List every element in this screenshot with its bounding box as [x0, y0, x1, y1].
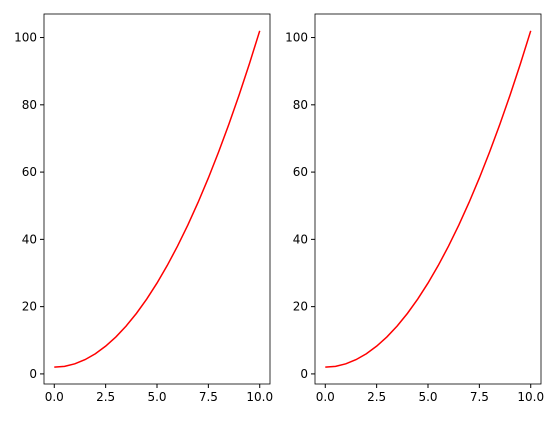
y-tick-label: 0 — [29, 367, 37, 381]
x-tick-label: 0.0 — [45, 390, 64, 404]
y-tick-label: 80 — [293, 98, 308, 112]
axes-frame — [43, 13, 271, 385]
y-tick-label: 40 — [293, 232, 308, 246]
y-tick-label: 0 — [300, 367, 308, 381]
x-tick-label: 2.5 — [96, 390, 115, 404]
x-tick-label: 10.0 — [517, 390, 544, 404]
x-tick-label: 7.5 — [470, 390, 489, 404]
x-tick-label: 5.0 — [147, 390, 166, 404]
x-tick-label: 5.0 — [418, 390, 437, 404]
y-tick-label: 20 — [293, 300, 308, 314]
axes-frame — [314, 13, 542, 385]
x-tick-label: 0.0 — [316, 390, 335, 404]
x-tick-label: 7.5 — [199, 390, 218, 404]
line — [325, 30, 532, 368]
y-tick-label: 60 — [293, 165, 308, 179]
y-tick-label: 60 — [22, 165, 37, 179]
x-tick-label: 10.0 — [246, 390, 273, 404]
y-tick-label: 100 — [14, 31, 37, 45]
x-tick-label: 2.5 — [367, 390, 386, 404]
y-tick-label: 80 — [22, 98, 37, 112]
y-tick-label: 100 — [285, 31, 308, 45]
line — [54, 30, 261, 368]
y-tick-label: 40 — [22, 232, 37, 246]
y-tick-label: 20 — [22, 300, 37, 314]
